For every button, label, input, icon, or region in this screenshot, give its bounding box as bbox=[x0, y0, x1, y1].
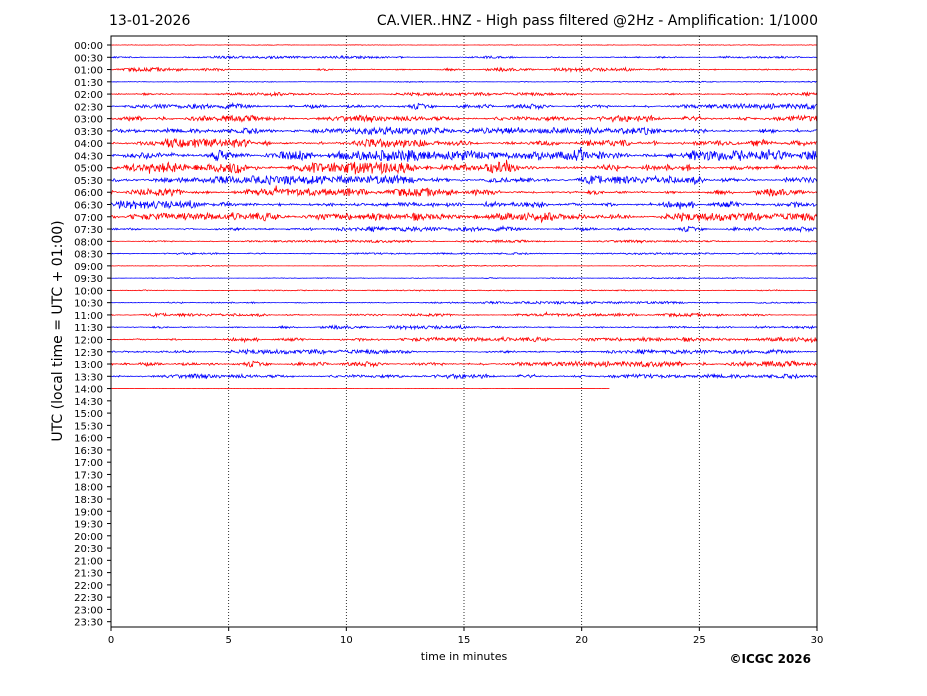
y-tick-label: 19:30 bbox=[74, 520, 103, 531]
y-tick-label: 00:00 bbox=[74, 41, 103, 52]
y-tick-label: 12:00 bbox=[74, 335, 103, 346]
y-tick-label: 16:30 bbox=[74, 446, 103, 457]
date-label: 13-01-2026 bbox=[109, 13, 190, 29]
y-tick-label: 05:30 bbox=[74, 176, 103, 187]
trace-07:00 bbox=[110, 211, 817, 224]
x-tick-label: 20 bbox=[575, 635, 588, 646]
trace-08:30 bbox=[110, 251, 817, 256]
trace-05:00 bbox=[110, 159, 817, 175]
y-tick-label: 08:30 bbox=[74, 250, 103, 261]
y-tick-label: 13:30 bbox=[74, 372, 103, 383]
trace-13:00 bbox=[110, 360, 817, 369]
y-tick-label: 16:00 bbox=[74, 434, 103, 445]
y-tick-label: 10:30 bbox=[74, 299, 103, 310]
y-tick-label: 00:30 bbox=[74, 53, 103, 64]
trace-07:30 bbox=[110, 225, 817, 233]
y-tick-label: 23:00 bbox=[74, 605, 103, 616]
trace-01:30 bbox=[110, 80, 817, 84]
x-tick-label: 10 bbox=[340, 635, 353, 646]
y-tick-label: 04:00 bbox=[74, 139, 103, 150]
trace-03:00 bbox=[110, 114, 817, 123]
y-tick-label: 11:00 bbox=[74, 311, 103, 322]
trace-06:00 bbox=[110, 185, 817, 198]
y-tick-label: 14:30 bbox=[74, 397, 103, 408]
y-tick-label: 02:00 bbox=[74, 90, 103, 101]
y-tick-label: 06:00 bbox=[74, 188, 103, 199]
y-tick-label: 17:30 bbox=[74, 470, 103, 481]
trace-12:00 bbox=[110, 335, 817, 344]
trace-10:00 bbox=[110, 289, 817, 292]
trace-08:00 bbox=[110, 239, 817, 244]
y-tick-label: 01:30 bbox=[74, 78, 103, 89]
y-tick-label: 03:00 bbox=[74, 115, 103, 126]
trace-12:30 bbox=[110, 348, 817, 356]
y-tick-label: 20:00 bbox=[74, 532, 103, 543]
y-tick-label: 12:30 bbox=[74, 348, 103, 359]
trace-04:30 bbox=[110, 147, 817, 162]
y-tick-label: 07:30 bbox=[74, 225, 103, 236]
y-tick-label: 23:30 bbox=[74, 618, 103, 629]
y-tick-label: 21:00 bbox=[74, 556, 103, 567]
plot-area bbox=[110, 35, 818, 628]
trace-13:30 bbox=[110, 372, 817, 380]
y-tick-label: 15:30 bbox=[74, 421, 103, 432]
trace-03:30 bbox=[110, 126, 817, 136]
y-axis-label: UTC (local time = UTC + 01:00) bbox=[50, 220, 66, 441]
y-tick-label: 18:00 bbox=[74, 483, 103, 494]
y-tick-label: 09:00 bbox=[74, 262, 103, 273]
y-tick-label: 10:00 bbox=[74, 286, 103, 297]
plot-frame bbox=[110, 35, 818, 628]
y-tick-label: 06:30 bbox=[74, 201, 103, 212]
y-tick-label: 11:30 bbox=[74, 323, 103, 334]
x-tick-label: 30 bbox=[811, 635, 824, 646]
y-tick-label: 15:00 bbox=[74, 409, 103, 420]
y-tick-label: 05:00 bbox=[74, 164, 103, 175]
y-tick-label: 19:00 bbox=[74, 507, 103, 518]
x-tick-labels: 0 5 10 15 20 25 30 bbox=[108, 627, 824, 646]
trace-01:00 bbox=[110, 66, 817, 73]
y-tick-label: 02:30 bbox=[74, 102, 103, 113]
trace-10:30 bbox=[110, 300, 817, 305]
trace-09:00 bbox=[110, 264, 817, 267]
y-tick-label: 01:00 bbox=[74, 66, 103, 77]
y-tick-label: 04:30 bbox=[74, 151, 103, 162]
x-tick-label: 25 bbox=[693, 635, 706, 646]
y-tick-label: 20:30 bbox=[74, 544, 103, 555]
trace-02:30 bbox=[110, 101, 817, 111]
trace-11:30 bbox=[110, 323, 817, 331]
y-tick-label: 13:00 bbox=[74, 360, 103, 371]
x-axis-label: time in minutes bbox=[421, 650, 508, 663]
x-tick-label: 5 bbox=[225, 635, 231, 646]
x-tick-label: 15 bbox=[458, 635, 471, 646]
y-tick-label: 03:30 bbox=[74, 127, 103, 138]
y-tick-label: 08:00 bbox=[74, 237, 103, 248]
y-tick-label: 09:30 bbox=[74, 274, 103, 285]
y-tick-label: 18:30 bbox=[74, 495, 103, 506]
x-tick-label: 0 bbox=[108, 635, 114, 646]
trace-04:00 bbox=[110, 137, 817, 149]
copyright-label: ©ICGC 2026 bbox=[729, 652, 811, 666]
y-tick-label: 14:00 bbox=[74, 385, 103, 396]
y-tick-label: 07:00 bbox=[74, 213, 103, 224]
trace-09:30 bbox=[110, 276, 817, 280]
chart-title: CA.VIER..HNZ - High pass filtered @2Hz -… bbox=[377, 13, 818, 29]
trace-06:30 bbox=[110, 199, 817, 210]
y-tick-label: 17:00 bbox=[74, 458, 103, 469]
y-tick-label: 21:30 bbox=[74, 569, 103, 580]
y-tick-label: 22:30 bbox=[74, 593, 103, 604]
trace-02:00 bbox=[110, 91, 817, 98]
trace-00:00 bbox=[110, 44, 817, 46]
y-tick-label: 22:00 bbox=[74, 581, 103, 592]
trace-05:30 bbox=[110, 174, 817, 186]
trace-00:30 bbox=[110, 55, 817, 60]
trace-11:00 bbox=[110, 310, 817, 318]
